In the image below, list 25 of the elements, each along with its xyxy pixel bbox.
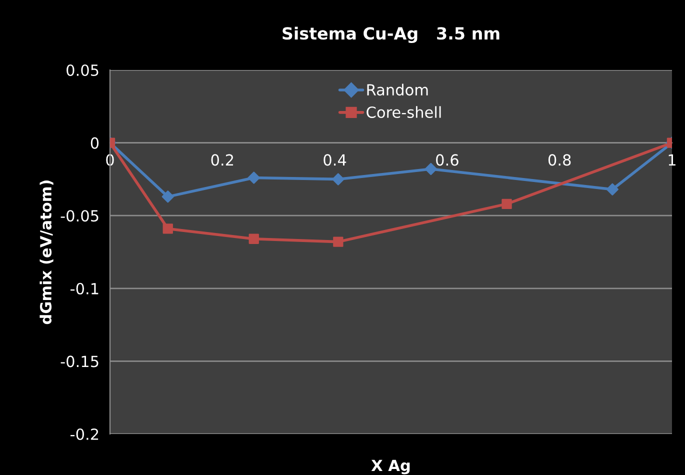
point <box>332 173 344 186</box>
point <box>162 190 174 203</box>
y-tick-label: 0 <box>90 137 99 149</box>
point <box>333 236 344 247</box>
point <box>162 224 173 234</box>
x-tick-label: 0.6 <box>436 154 458 166</box>
y-tick-label: -0.15 <box>60 356 98 368</box>
point <box>248 172 260 184</box>
y-tick-label: -0.1 <box>70 282 98 294</box>
x-tick-label: 1 <box>668 154 676 166</box>
y-tick-label: 0.05 <box>66 64 98 76</box>
legend-label: Random <box>367 84 428 96</box>
y-tick-label: -0.2 <box>70 428 98 440</box>
point <box>502 198 512 210</box>
point <box>424 162 437 176</box>
y-axis-title: dGmix (eV/atom) <box>40 180 54 324</box>
x-tick-label: 0.2 <box>211 154 234 166</box>
x-tick-label: 0.8 <box>548 154 571 166</box>
point <box>248 234 259 244</box>
x-axis-title: X Ag <box>371 460 410 474</box>
x-tick-label: 0.4 <box>324 154 346 166</box>
chart-title: Sistema Cu-Ag 3.5 nm <box>282 26 500 44</box>
point <box>606 183 618 196</box>
y-tick-label: -0.05 <box>60 210 98 222</box>
legend-label: Core-shell <box>366 106 441 118</box>
